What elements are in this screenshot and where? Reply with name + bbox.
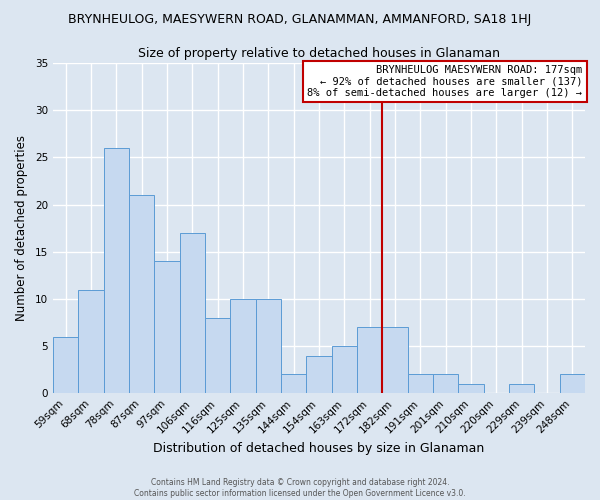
Text: BRYNHEULOG MAESYWERN ROAD: 177sqm
← 92% of detached houses are smaller (137)
8% : BRYNHEULOG MAESYWERN ROAD: 177sqm ← 92% … — [307, 64, 583, 98]
Bar — [230, 299, 256, 394]
Bar — [256, 299, 281, 394]
Bar — [357, 328, 382, 394]
Bar — [79, 290, 104, 394]
Bar — [407, 374, 433, 394]
Bar — [307, 356, 332, 394]
Text: Contains HM Land Registry data © Crown copyright and database right 2024.
Contai: Contains HM Land Registry data © Crown c… — [134, 478, 466, 498]
Y-axis label: Number of detached properties: Number of detached properties — [15, 135, 28, 321]
Bar — [433, 374, 458, 394]
Bar — [382, 328, 407, 394]
Bar — [129, 195, 154, 394]
Text: BRYNHEULOG, MAESYWERN ROAD, GLANAMMAN, AMMANFORD, SA18 1HJ: BRYNHEULOG, MAESYWERN ROAD, GLANAMMAN, A… — [68, 12, 532, 26]
Bar — [332, 346, 357, 394]
Bar — [53, 336, 79, 394]
Bar — [154, 261, 180, 394]
Bar — [281, 374, 307, 394]
Bar — [509, 384, 535, 394]
Bar — [180, 233, 205, 394]
Bar — [205, 318, 230, 394]
Bar — [560, 374, 585, 394]
Bar — [104, 148, 129, 394]
X-axis label: Distribution of detached houses by size in Glanaman: Distribution of detached houses by size … — [154, 442, 485, 455]
Title: Size of property relative to detached houses in Glanaman: Size of property relative to detached ho… — [138, 48, 500, 60]
Bar — [458, 384, 484, 394]
